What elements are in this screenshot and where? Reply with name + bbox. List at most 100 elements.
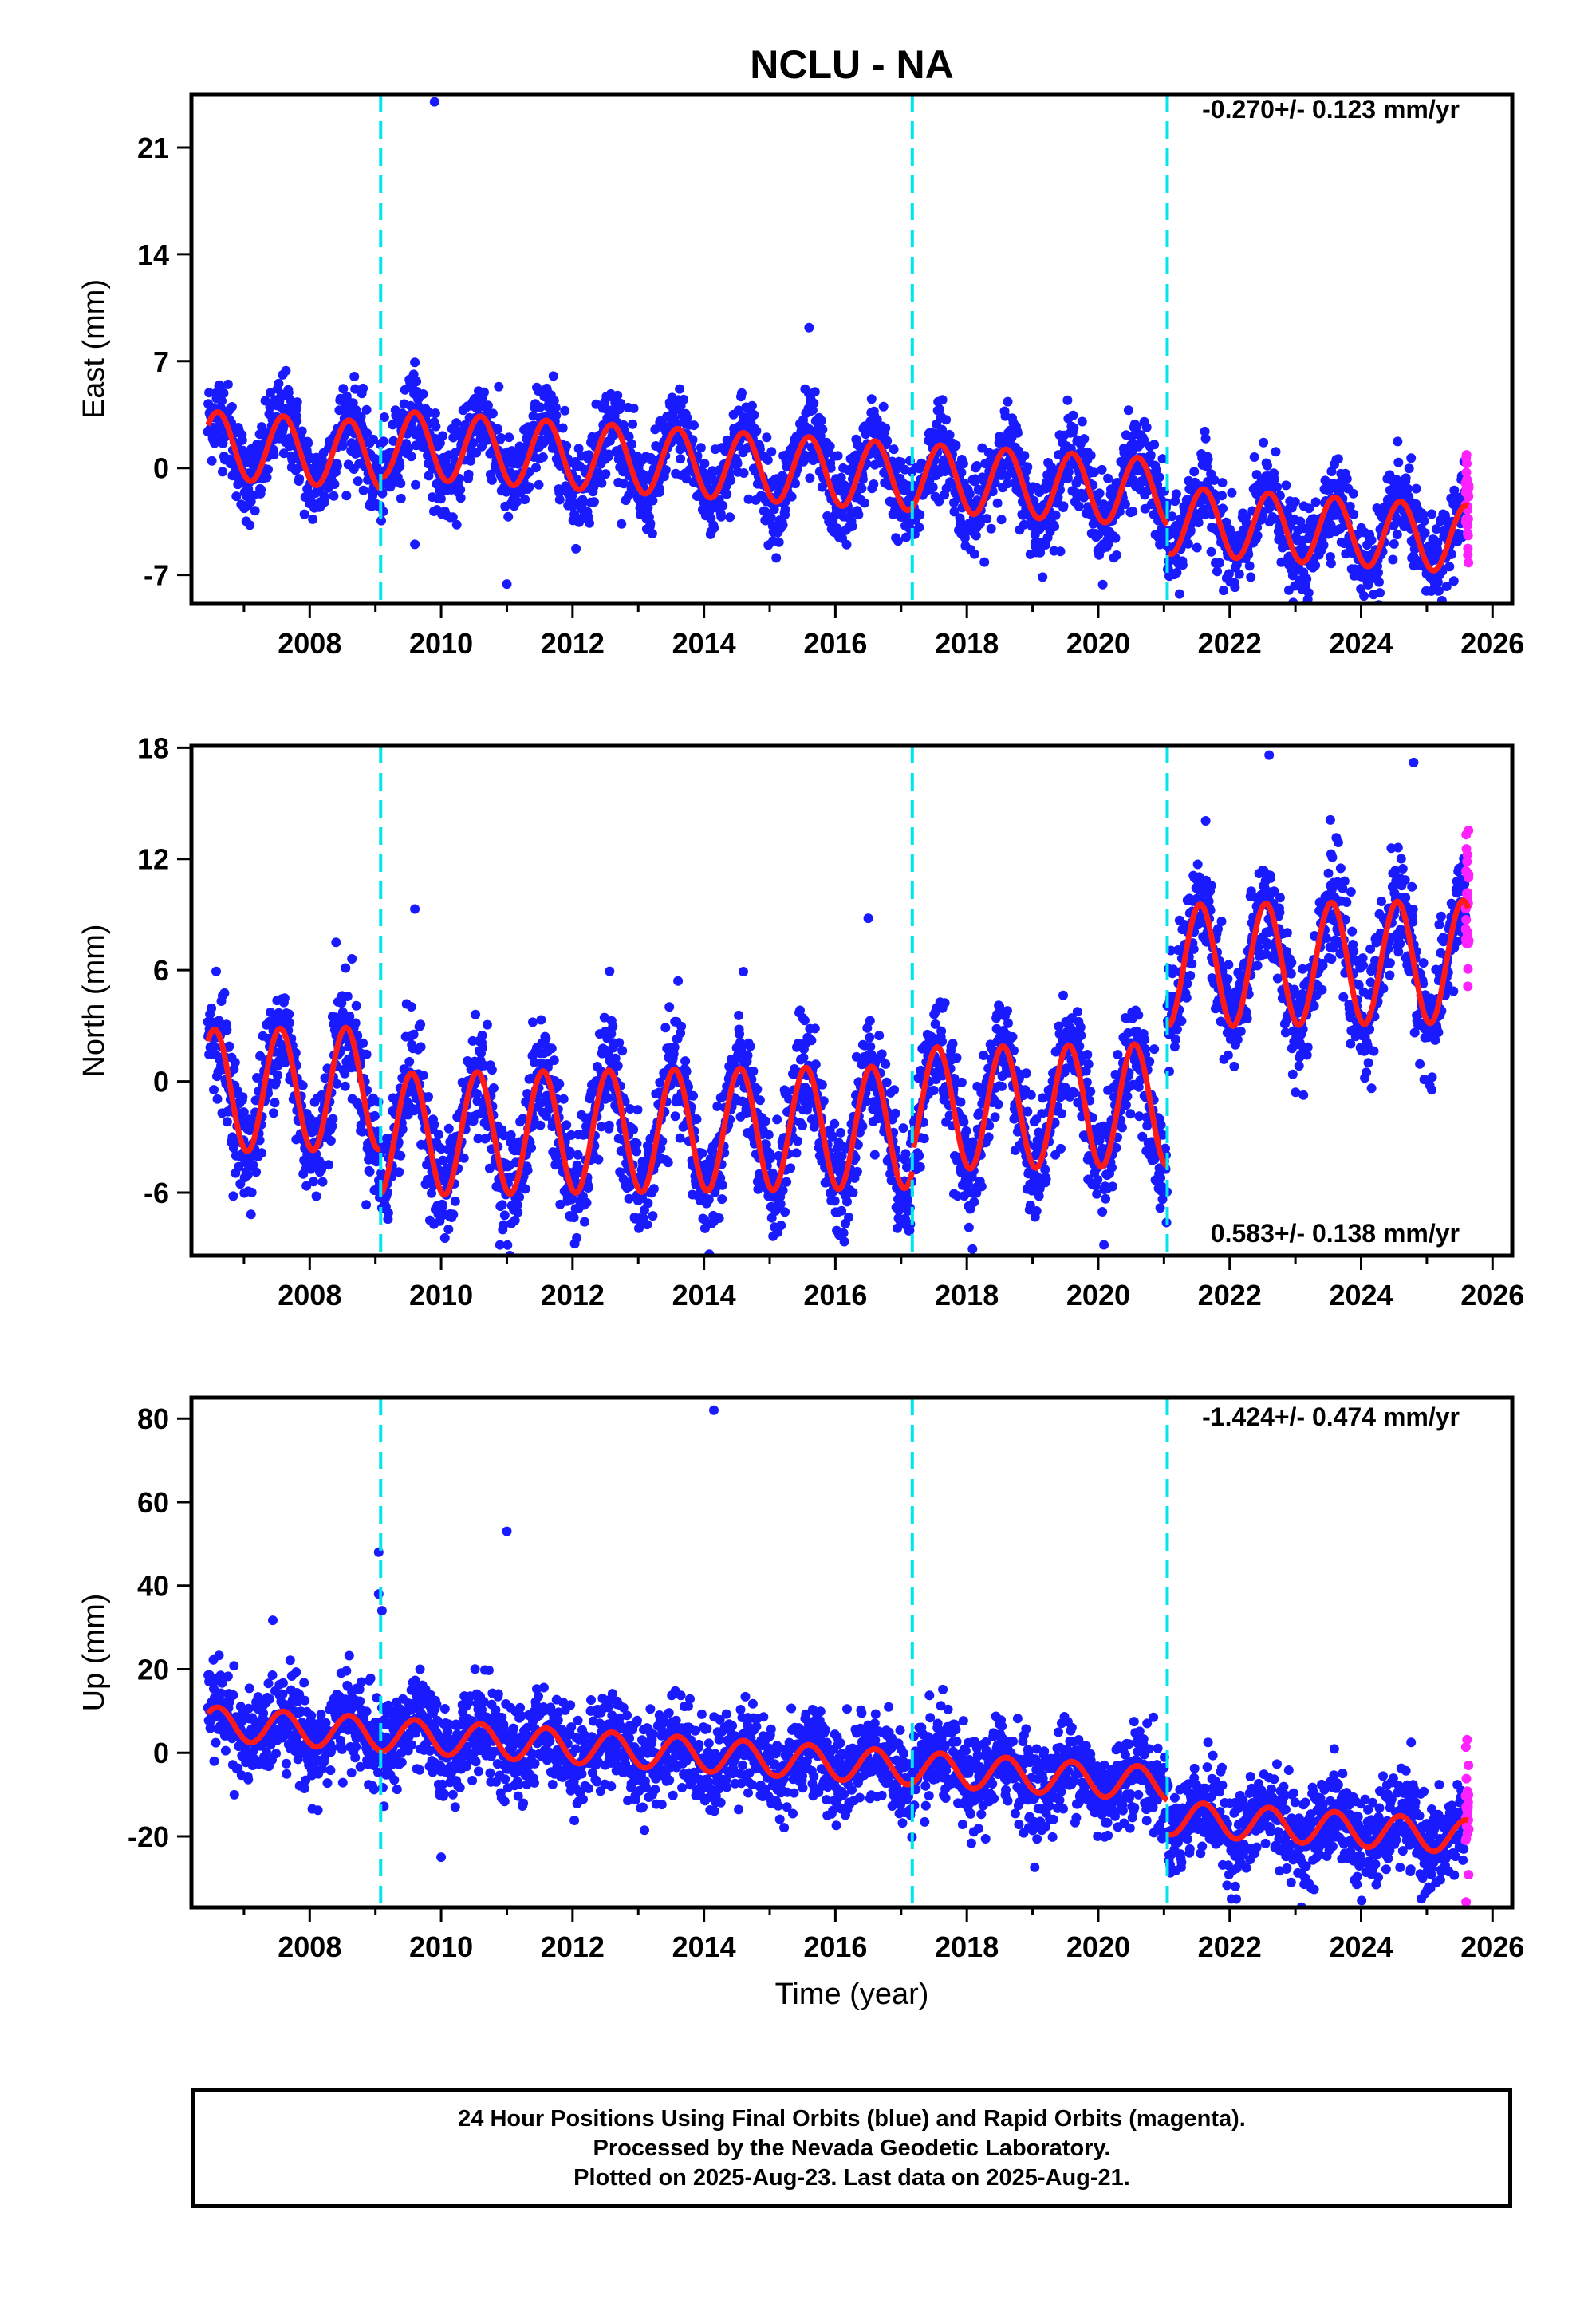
east-final-point	[376, 515, 386, 526]
east-final-point	[1050, 522, 1060, 532]
east-final-point	[866, 394, 877, 404]
north-final-point	[506, 1130, 516, 1140]
east-final-point	[503, 511, 514, 522]
north-final-point	[606, 1029, 617, 1039]
east-final-point	[260, 396, 270, 406]
east-final-point	[1295, 516, 1306, 526]
east-final-point	[308, 514, 318, 524]
east-final-point	[1086, 450, 1096, 460]
north-final-point	[222, 1025, 232, 1035]
east-final-point	[675, 384, 685, 394]
north-final-point	[238, 1092, 248, 1102]
east-final-point	[1019, 451, 1030, 461]
east-final-point	[1281, 480, 1291, 491]
east-final-point	[766, 447, 777, 457]
east-final-point	[577, 495, 588, 505]
east-final-point	[878, 401, 889, 412]
north-final-point	[510, 1215, 520, 1225]
north-points	[203, 750, 1474, 1256]
east-final-point	[949, 507, 960, 517]
east-final-point	[749, 410, 759, 420]
east-final-point	[512, 496, 522, 507]
east-final-point	[1403, 483, 1413, 494]
east-final-point	[1003, 396, 1013, 407]
east-final-point	[320, 497, 329, 507]
north-final-point	[676, 1021, 687, 1031]
north-final-point	[786, 1163, 796, 1173]
east-final-point	[979, 557, 990, 567]
east-final-point	[585, 518, 594, 528]
north-final-point	[512, 1200, 522, 1210]
east-final-point	[1444, 562, 1455, 572]
east-rapid-point	[1461, 450, 1472, 460]
north-final-point	[681, 1067, 692, 1076]
east-final-point	[534, 479, 544, 490]
north-final-point	[528, 1017, 538, 1027]
north-final-point	[408, 1029, 419, 1039]
east-final-point	[992, 498, 1003, 508]
east-final-point	[696, 443, 706, 453]
north-final-point	[473, 1134, 483, 1144]
north-final-point	[257, 1148, 267, 1158]
north-final-point	[350, 1018, 361, 1028]
north-final-point	[224, 1041, 234, 1051]
north-final-point	[499, 1210, 510, 1221]
east-final-point	[778, 520, 788, 530]
east-final-point	[1252, 530, 1263, 541]
north-final-point	[573, 1150, 583, 1160]
east-final-point	[1404, 463, 1414, 474]
east-final-point	[1089, 467, 1099, 478]
east-final-point	[958, 459, 968, 469]
east-final-point	[1276, 557, 1287, 567]
east-final-point	[648, 495, 658, 506]
north-final-point	[655, 1077, 665, 1087]
east-final-point	[681, 474, 692, 484]
east-final-point	[411, 479, 421, 490]
north-final-point	[207, 1003, 217, 1013]
east-final-point	[597, 478, 607, 488]
east-final-point	[362, 428, 372, 438]
north-final-point	[869, 1150, 880, 1160]
east-final-point	[1224, 569, 1234, 579]
east-final-point	[647, 529, 657, 538]
east-final-point	[332, 461, 342, 471]
north-final-point	[748, 1066, 759, 1076]
east-final-point	[1055, 546, 1066, 557]
north-final-point	[809, 1122, 819, 1132]
east-final-point	[1234, 569, 1244, 579]
north-final-point	[743, 1051, 753, 1060]
north-final-point	[325, 1136, 336, 1146]
north-final-point	[487, 1065, 497, 1075]
north-final-point	[680, 1056, 691, 1067]
east-final-point	[262, 472, 272, 483]
east-final-point	[1167, 511, 1177, 522]
north-final-point	[209, 1085, 219, 1095]
north-final-point	[776, 1221, 786, 1231]
north-final-point	[228, 1191, 238, 1201]
north-final-point	[546, 1043, 557, 1054]
north-final-point	[478, 1043, 487, 1053]
east-final-point	[1019, 519, 1029, 530]
east-final-point	[1342, 474, 1352, 484]
north-final-point	[238, 1107, 249, 1118]
east-final-point	[1145, 450, 1156, 460]
east-final-point	[1141, 422, 1152, 432]
east-panel: 2008 2010 2012 2014 2016 2018 2020 2022 2024 2026…	[77, 92, 1524, 660]
north-final-point	[438, 1155, 448, 1165]
north-final-point	[865, 1016, 875, 1026]
north-final-point	[555, 1199, 565, 1209]
east-final-point	[654, 487, 664, 497]
north-final-point	[397, 1124, 408, 1134]
north-final-point	[520, 1184, 530, 1194]
north-final-point	[664, 1002, 675, 1012]
north-final-point	[714, 1213, 724, 1223]
east-final-point	[207, 456, 217, 466]
north-final-point	[865, 1032, 875, 1043]
north-final-point	[443, 1123, 454, 1134]
east-final-point	[396, 479, 406, 488]
north-final-point	[657, 1136, 668, 1146]
east-final-point	[836, 472, 846, 483]
east-y-axis-label: East (mm)	[77, 279, 111, 419]
north-final-point	[752, 1084, 763, 1094]
north-final-point	[717, 1180, 727, 1190]
